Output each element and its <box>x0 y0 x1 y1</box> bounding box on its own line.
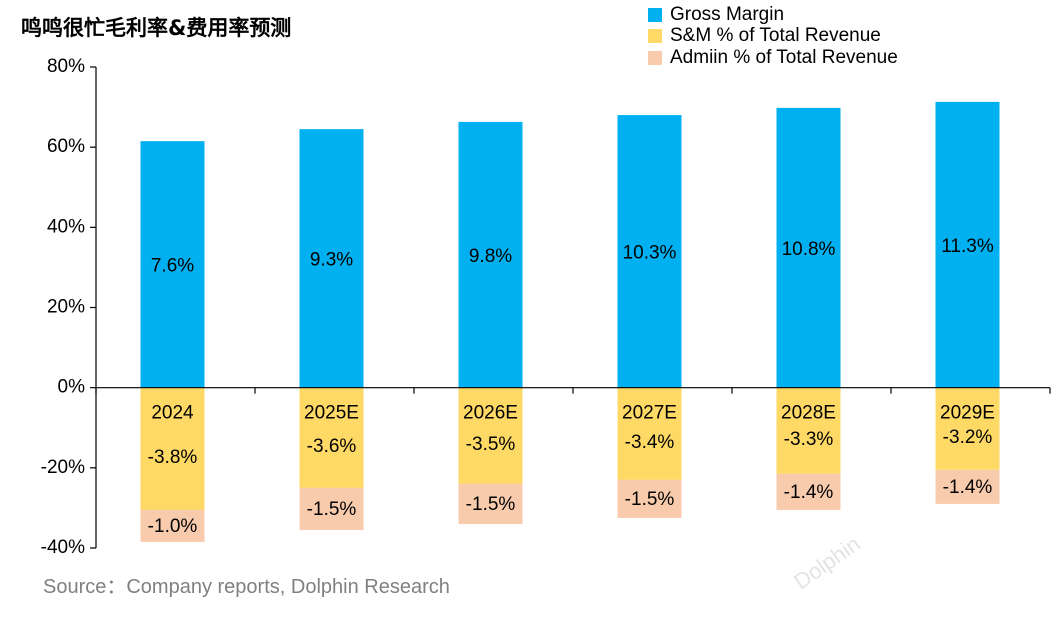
admin-label-4: -1.4% <box>784 482 834 503</box>
legend-swatch-admin <box>648 50 662 65</box>
admin-bar-0 <box>140 509 205 542</box>
legend-item-gross-margin: Gross Margin <box>648 4 898 25</box>
gross-margin-bar-5 <box>935 101 1000 388</box>
y-tick-label-6: 80% <box>47 56 85 77</box>
sm-label-4: -3.3% <box>784 429 834 450</box>
x-tick-label-2: 2026E <box>463 403 518 424</box>
sm-label-3: -3.4% <box>625 432 675 453</box>
legend: Gross Margin S&M % of Total Revenue Admi… <box>648 4 898 69</box>
gross-margin-bar-0 <box>140 141 205 388</box>
admin-label-3: -1.5% <box>625 489 675 510</box>
gross-margin-label-4: 10.8% <box>782 239 836 260</box>
y-tick-label-1: -20% <box>41 457 85 478</box>
gross-margin-bar-1 <box>299 129 364 388</box>
gross-margin-label-3: 10.3% <box>623 242 677 263</box>
gross-margin-label-5: 11.3% <box>941 236 994 257</box>
sm-bar-5 <box>935 387 1000 470</box>
sm-bar-4 <box>776 387 841 474</box>
y-tick-label-3: 20% <box>47 297 85 318</box>
chart-title: 鸣鸣很忙毛利率&费用率预测 <box>21 16 292 40</box>
legend-label-admin: Admiin % of Total Revenue <box>670 46 898 68</box>
y-tick-label-4: 40% <box>47 216 85 237</box>
sm-bar-0 <box>140 387 205 510</box>
x-tick-label-0: 2024 <box>151 403 194 424</box>
admin-bar-1 <box>299 487 364 530</box>
gross-margin-bar-2 <box>458 121 523 388</box>
legend-item-sm: S&M % of Total Revenue <box>648 25 898 47</box>
gross-margin-label-0: 7.6% <box>151 255 194 276</box>
admin-bar-4 <box>776 473 841 510</box>
gross-margin-label-1: 9.3% <box>310 249 353 270</box>
legend-swatch-gross-margin <box>648 7 662 22</box>
source-note: Source：Company reports, Dolphin Research <box>43 576 450 598</box>
sm-bar-3 <box>617 387 682 480</box>
admin-label-0: -1.0% <box>148 516 198 537</box>
admin-bar-3 <box>617 479 682 518</box>
y-tick-label-5: 60% <box>47 136 85 157</box>
legend-label-sm: S&M % of Total Revenue <box>670 25 881 46</box>
admin-label-1: -1.5% <box>307 499 357 520</box>
y-tick-label-2: 0% <box>58 377 86 398</box>
sm-label-5: -3.2% <box>943 427 993 448</box>
sm-label-1: -3.6% <box>307 436 357 457</box>
sm-bar-2 <box>458 387 523 484</box>
labels-layer: 7.6% 2024 -3.8% -1.0% 9.3% 2025E -3.6% -1.5% 9.8… <box>41 56 995 558</box>
admin-bar-5 <box>935 469 1000 504</box>
admin-bar-2 <box>458 483 523 524</box>
sm-label-2: -3.5% <box>466 434 516 455</box>
gross-margin-label-2: 9.8% <box>469 246 512 267</box>
bars-layer <box>140 101 1000 542</box>
gross-margin-bar-4 <box>776 107 841 388</box>
x-tick-label-4: 2028E <box>781 403 836 424</box>
legend-item-admin: Admiin % of Total Revenue <box>648 47 898 68</box>
legend-label-gross-margin: Gross Margin <box>670 3 785 25</box>
x-tick-label-1: 2025E <box>304 403 359 424</box>
sm-label-0: -3.8% <box>148 447 198 468</box>
legend-swatch-sm <box>648 29 662 43</box>
admin-label-2: -1.5% <box>466 494 516 515</box>
axis-layer <box>90 66 1051 549</box>
gross-margin-bar-3 <box>617 115 682 388</box>
admin-label-5: -1.4% <box>943 477 993 498</box>
x-tick-label-5: 2029E <box>940 403 995 424</box>
sm-bar-1 <box>299 387 364 488</box>
x-tick-label-3: 2027E <box>622 403 677 424</box>
y-tick-label-0: -40% <box>41 537 85 558</box>
